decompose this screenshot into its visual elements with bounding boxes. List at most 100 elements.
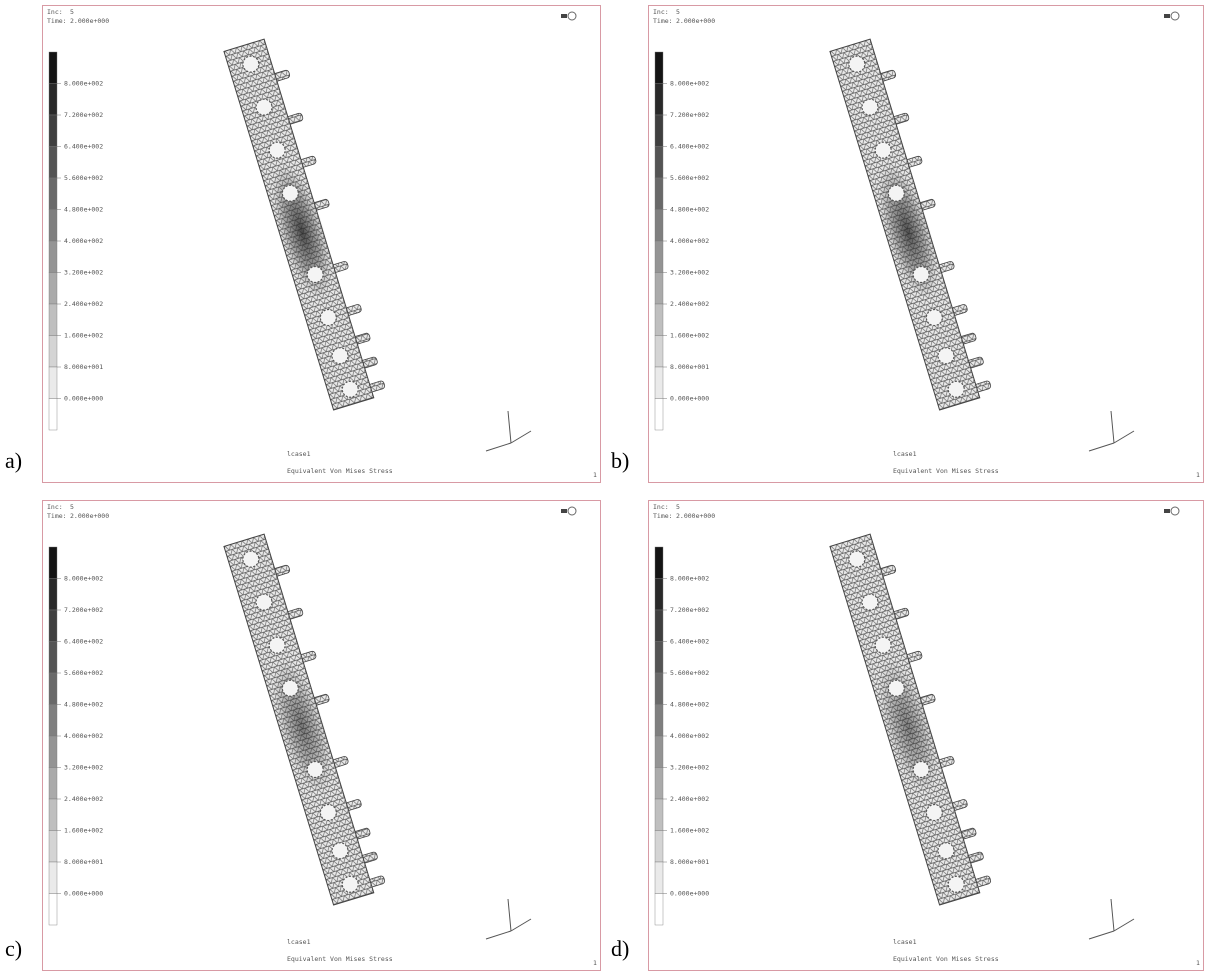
legend-label: 7.200e+002: [670, 606, 709, 614]
legend-label: 8.000e+002: [670, 575, 709, 583]
legend-swatch: [49, 673, 57, 705]
inc-value: 5: [70, 503, 74, 511]
figure: a)Inc:5Time:2.000e+0008.000e+0027.200e+0…: [0, 0, 1205, 972]
panel-label: b): [611, 448, 629, 473]
result-view: Inc:5Time:2.000e+0008.000e+0027.200e+002…: [649, 501, 1204, 971]
legend-swatch: [655, 367, 663, 399]
logo-mark: [561, 14, 567, 18]
legend-label: 1.600e+002: [64, 827, 103, 835]
legend-swatch: [49, 336, 57, 368]
time-value: 2.000e+000: [676, 512, 715, 520]
inc-label: Inc:: [47, 503, 63, 511]
result-name: Equivalent Von Mises Stress: [287, 955, 393, 963]
legend-label: 7.200e+002: [64, 606, 103, 614]
inc-label: Inc:: [653, 503, 669, 511]
page-number: 1: [593, 471, 597, 479]
time-value: 2.000e+000: [70, 512, 109, 520]
time-label: Time:: [47, 512, 67, 520]
result-name: Equivalent Von Mises Stress: [893, 467, 999, 475]
legend-label: 2.400e+002: [670, 300, 709, 308]
legend-swatch: [655, 831, 663, 863]
legend-swatch: [49, 547, 57, 579]
result-view: Inc:5Time:2.000e+0008.000e+0027.200e+002…: [43, 6, 601, 483]
legend-swatch: [655, 736, 663, 768]
legend-label: 7.200e+002: [670, 111, 709, 119]
legend-swatch: [655, 241, 663, 273]
legend-label: 8.000e+002: [64, 575, 103, 583]
legend-swatch: [49, 831, 57, 863]
legend-label: 0.000e+000: [64, 890, 103, 898]
panel-label: a): [5, 448, 22, 473]
panel-label: d): [611, 936, 629, 961]
legend-swatch: [49, 399, 57, 431]
legend-swatch: [49, 610, 57, 642]
legend-label: 4.800e+002: [670, 206, 709, 214]
legend-swatch: [655, 894, 663, 926]
time-value: 2.000e+000: [676, 17, 715, 25]
legend-label: 3.200e+002: [670, 764, 709, 772]
inc-value: 5: [676, 8, 680, 16]
legend-swatch: [49, 862, 57, 894]
legend-label: 6.400e+002: [670, 638, 709, 646]
legend-label: 1.600e+002: [670, 332, 709, 340]
legend-swatch: [655, 610, 663, 642]
legend-label: 4.000e+002: [64, 237, 103, 245]
legend-label: 4.000e+002: [64, 732, 103, 740]
legend-swatch: [49, 178, 57, 210]
result-view: Inc:5Time:2.000e+0008.000e+0027.200e+002…: [649, 6, 1204, 483]
legend-swatch: [655, 705, 663, 737]
legend-swatch: [655, 547, 663, 579]
legend-label: 6.400e+002: [670, 143, 709, 151]
panel-label: c): [5, 936, 22, 961]
load-case: lcase1: [893, 938, 917, 946]
legend-swatch: [49, 52, 57, 84]
result-view: Inc: 5Time:2.000e+000 8.000e+002 7.200e+002…: [43, 501, 601, 971]
legend-swatch: [49, 241, 57, 273]
legend-label: 4.800e+002: [64, 701, 103, 709]
legend-label: 5.600e+002: [64, 669, 103, 677]
load-case: lcase1: [287, 450, 311, 458]
legend-swatch: [655, 115, 663, 147]
legend-label: 3.200e+002: [64, 764, 103, 772]
legend-swatch: [49, 273, 57, 305]
legend-label: 5.600e+002: [670, 669, 709, 677]
load-case: lcase1: [893, 450, 917, 458]
legend-swatch: [49, 642, 57, 674]
legend-label: 1.600e+002: [64, 332, 103, 340]
legend-label: 0.000e+000: [670, 395, 709, 403]
inc-label: Inc:: [47, 8, 63, 16]
page-number: 1: [1196, 959, 1200, 967]
legend-label: 3.200e+002: [64, 269, 103, 277]
legend-swatch: [655, 579, 663, 611]
legend-label: 4.800e+002: [670, 701, 709, 709]
legend-swatch: [655, 84, 663, 116]
legend-swatch: [655, 673, 663, 705]
legend-swatch: [49, 768, 57, 800]
inc-value: 5: [70, 8, 74, 16]
legend-swatch: [49, 304, 57, 336]
legend-label: 8.000e+002: [670, 80, 709, 88]
legend-swatch: [49, 367, 57, 399]
time-value: 2.000e+000: [70, 17, 109, 25]
legend-swatch: [655, 304, 663, 336]
legend-swatch: [655, 799, 663, 831]
legend-label: 6.400e+002: [64, 143, 103, 151]
inc-label: Inc:: [653, 8, 669, 16]
legend-swatch: [49, 894, 57, 926]
page-number: 1: [1196, 471, 1200, 479]
legend-label: 7.200e+002: [64, 111, 103, 119]
legend-swatch: [655, 147, 663, 179]
inc-value: 5: [676, 503, 680, 511]
legend-label: 8.000e+001: [670, 858, 709, 866]
legend-label: 4.000e+002: [670, 237, 709, 245]
legend-swatch: [655, 273, 663, 305]
page-number: 1: [593, 959, 597, 967]
legend-label: 4.800e+002: [64, 206, 103, 214]
legend-swatch: [655, 399, 663, 431]
legend-label: 3.200e+002: [670, 269, 709, 277]
logo-mark: [1164, 14, 1170, 18]
legend-label: 0.000e+000: [64, 395, 103, 403]
legend-label: 8.000e+001: [64, 363, 103, 371]
legend-swatch: [655, 862, 663, 894]
page: a)Inc:5Time:2.000e+0008.000e+0027.200e+0…: [0, 0, 1205, 972]
